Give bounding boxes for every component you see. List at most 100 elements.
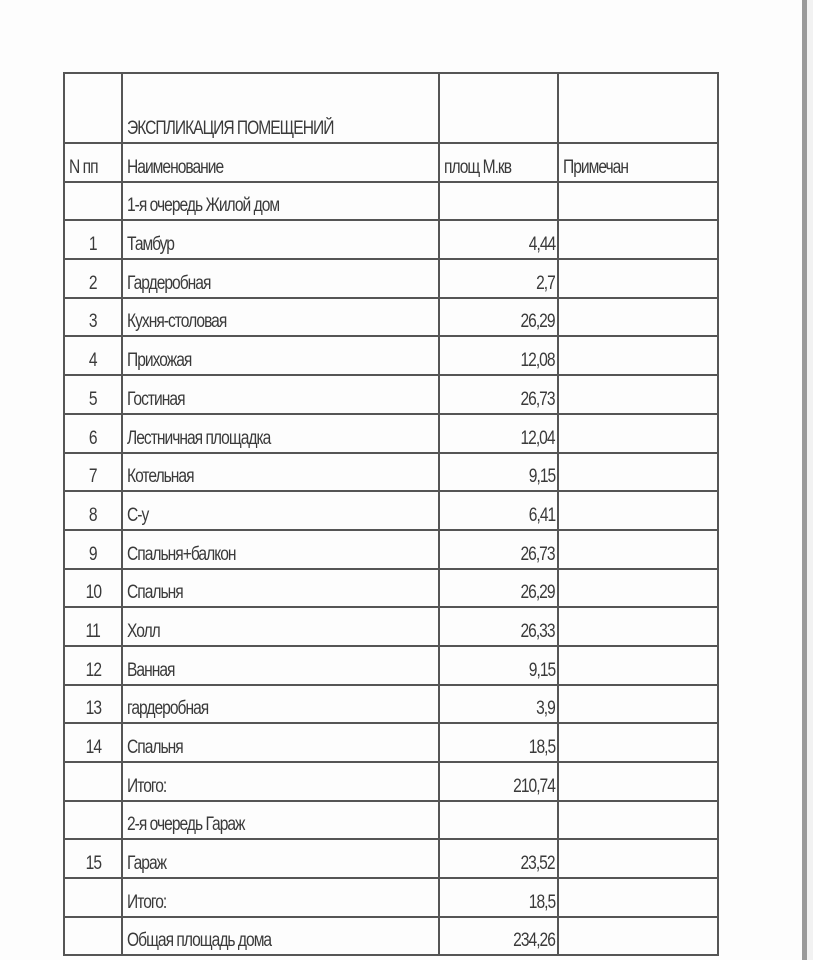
table-row: Общая площадь дома 234,26 — [63, 915, 719, 957]
room-name: 1-я очередь Жилой дом — [121, 180, 440, 222]
room-number: 10 — [63, 567, 123, 609]
room-area: 12,04 — [438, 412, 559, 454]
table-row: 6 Лестничная площадка 12,04 — [63, 412, 719, 454]
room-note — [557, 915, 719, 957]
room-number: 3 — [63, 296, 123, 338]
room-number — [63, 877, 123, 918]
room-area: 26,29 — [438, 567, 559, 609]
room-name: Общая площадь дома — [121, 915, 440, 957]
room-number — [63, 180, 123, 222]
room-number: 2 — [63, 258, 123, 299]
room-note — [557, 567, 719, 609]
room-number: 13 — [63, 683, 123, 725]
room-name: Гараж — [121, 838, 440, 880]
room-note — [557, 451, 719, 493]
room-name: Итого: — [121, 877, 440, 918]
room-number: 11 — [63, 606, 123, 647]
room-number: 14 — [63, 722, 123, 763]
room-note — [557, 490, 719, 531]
room-number: 9 — [63, 528, 123, 570]
table-row: Итого: 210,74 — [63, 761, 719, 802]
room-area: 4,44 — [438, 219, 559, 261]
page-edge — [807, 0, 813, 960]
header-area: площ М.кв — [438, 142, 559, 183]
room-name: Холл — [121, 606, 440, 647]
room-name: Котельная — [121, 451, 440, 493]
room-area: 18,5 — [438, 877, 559, 918]
room-name: Гостиная — [121, 374, 440, 415]
header-note: Примечан — [557, 142, 719, 183]
table-row: 7 Котельная 9,15 — [63, 451, 719, 493]
table-row: 8 С-у 6,41 — [63, 490, 719, 531]
room-name: гардеробная — [121, 683, 440, 725]
rooms-explication-table: ЭКСПЛИКАЦИЯ ПОМЕЩЕНИЙ N пп Наименование … — [63, 72, 719, 957]
room-note — [557, 412, 719, 454]
room-name: Ванная — [121, 644, 440, 686]
room-area — [438, 799, 559, 841]
table-row: 10 Спальня 26,29 — [63, 567, 719, 609]
room-area: 26,73 — [438, 374, 559, 415]
room-note — [557, 528, 719, 570]
room-note — [557, 683, 719, 725]
room-number — [63, 761, 123, 802]
room-number: 12 — [63, 644, 123, 686]
room-note — [557, 838, 719, 880]
table-row: 15 Гараж 23,52 — [63, 838, 719, 880]
room-area: 26,29 — [438, 296, 559, 338]
room-area: 26,33 — [438, 606, 559, 647]
room-number: 7 — [63, 451, 123, 493]
room-name: 2-я очередь Гараж — [121, 799, 440, 841]
room-note — [557, 606, 719, 647]
room-number: 8 — [63, 490, 123, 531]
room-note — [557, 374, 719, 415]
room-note — [557, 335, 719, 377]
room-note — [557, 799, 719, 841]
room-number: 6 — [63, 412, 123, 454]
room-number — [63, 799, 123, 841]
room-area: 9,15 — [438, 644, 559, 686]
room-number: 5 — [63, 374, 123, 415]
room-number: 15 — [63, 838, 123, 880]
room-name: Кухня-столовая — [121, 296, 440, 338]
header-num: N пп — [63, 142, 123, 183]
room-note — [557, 761, 719, 802]
table-title: ЭКСПЛИКАЦИЯ ПОМЕЩЕНИЙ — [121, 72, 440, 144]
table-row: 5 Гостиная 26,73 — [63, 374, 719, 415]
table-row: 12 Ванная 9,15 — [63, 644, 719, 686]
room-name: Гардеробная — [121, 258, 440, 299]
table-row: 11 Холл 26,33 — [63, 606, 719, 647]
room-name: Итого: — [121, 761, 440, 802]
room-note — [557, 644, 719, 686]
room-area: 9,15 — [438, 451, 559, 493]
room-area: 18,5 — [438, 722, 559, 763]
room-area: 234,26 — [438, 915, 559, 957]
room-note — [557, 722, 719, 763]
table-row: 2 Гардеробная 2,7 — [63, 258, 719, 299]
table-row: 14 Спальня 18,5 — [63, 722, 719, 763]
room-area: 6,41 — [438, 490, 559, 531]
table-row: 9 Спальня+балкон 26,73 — [63, 528, 719, 570]
room-area: 2,7 — [438, 258, 559, 299]
room-number: 4 — [63, 335, 123, 377]
room-name: С-у — [121, 490, 440, 531]
table-row: Итого: 18,5 — [63, 877, 719, 918]
table-row: 4 Прихожая 12,08 — [63, 335, 719, 377]
room-area: 12,08 — [438, 335, 559, 377]
room-name: Тамбур — [121, 219, 440, 261]
room-note — [557, 296, 719, 338]
room-name: Прихожая — [121, 335, 440, 377]
room-name: Спальня — [121, 722, 440, 763]
room-name: Лестничная площадка — [121, 412, 440, 454]
room-name: Спальня — [121, 567, 440, 609]
title-row: ЭКСПЛИКАЦИЯ ПОМЕЩЕНИЙ — [63, 72, 719, 144]
table-row: 3 Кухня-столовая 26,29 — [63, 296, 719, 338]
room-area: 23,52 — [438, 838, 559, 880]
table-row: 2-я очередь Гараж — [63, 799, 719, 841]
room-number: 1 — [63, 219, 123, 261]
table-row: 13 гардеробная 3,9 — [63, 683, 719, 725]
page-edge-shadow — [802, 0, 807, 960]
room-note — [557, 258, 719, 299]
room-note — [557, 877, 719, 918]
room-area: 26,73 — [438, 528, 559, 570]
header-name: Наименование — [121, 142, 440, 183]
